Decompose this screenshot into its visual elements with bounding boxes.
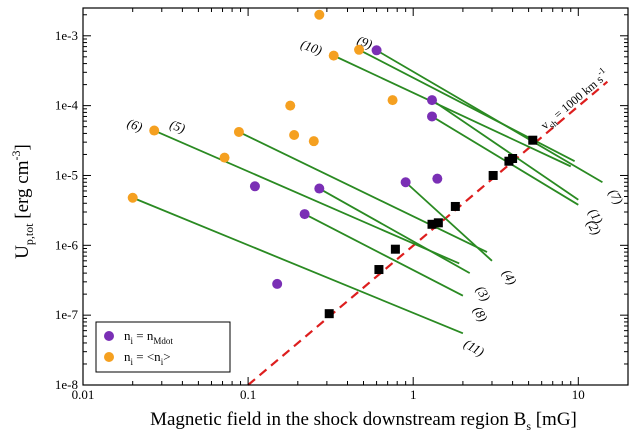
x-axis-title-sub: s <box>526 419 531 433</box>
y-tick-label: 1e-3 <box>55 28 78 43</box>
legend-text-rest: = n <box>133 328 154 343</box>
series-line-5 <box>238 131 488 253</box>
legend-box <box>95 321 231 373</box>
square-point-5 <box>450 201 460 211</box>
purple-point-2 <box>427 111 438 122</box>
legend-label-1: ni = nMdot <box>124 328 173 346</box>
series-line-11 <box>132 196 464 335</box>
y-tick-label: 1e-5 <box>55 167 78 182</box>
purple-point-4 <box>400 177 411 188</box>
purple-point-7 <box>371 45 382 56</box>
legend-text-sub2: i <box>161 357 164 367</box>
legend-text-sub2: Mdot <box>153 336 173 346</box>
orange-point-9 <box>354 44 365 55</box>
y-axis-title-main: U <box>12 245 33 259</box>
orange-point-6 <box>149 125 160 136</box>
square-point-4 <box>433 218 443 228</box>
purple-point-8 <box>299 209 310 220</box>
square-point-2 <box>488 170 498 180</box>
series-line-10 <box>333 54 572 168</box>
purple-point-1 <box>427 95 438 106</box>
y-axis-title-close: ] <box>12 144 33 150</box>
legend-text-rest: = <n <box>133 349 161 364</box>
purple-point-5 <box>432 173 443 184</box>
legend-text-sub: i <box>131 357 134 367</box>
series-label-7: (7) <box>606 186 627 207</box>
series-layer: (1)(2)(3)(4)(5)(6)(7)(8)(9)(10)(11) <box>125 9 627 359</box>
legend-text-n: n <box>124 328 131 343</box>
legend-text-n: n <box>124 349 131 364</box>
reference-line <box>247 80 609 386</box>
purple-point-6 <box>249 181 260 192</box>
legend-text-close: > <box>163 349 170 364</box>
square-point-6 <box>374 265 384 275</box>
series-label-3: (3) <box>473 283 494 304</box>
orange-point-1 <box>387 95 398 106</box>
legend-text-sub: i <box>131 336 134 346</box>
square-point-8 <box>427 219 437 229</box>
y-tick-label: 1e-6 <box>55 237 79 252</box>
orange-point-11 <box>127 192 138 203</box>
orange-point-10 <box>328 50 339 61</box>
series-line-8 <box>304 213 464 297</box>
orange-point-8 <box>219 152 230 163</box>
orange-point-2 <box>285 100 296 111</box>
square-point-11 <box>324 309 334 319</box>
series-label-10: (10) <box>299 36 324 58</box>
x-tick-label: 1 <box>410 387 417 402</box>
y-tick-label: 1e-8 <box>55 377 78 392</box>
series-line-1 <box>431 99 579 201</box>
series-label-1: (1) <box>586 206 607 227</box>
y-axis-title-sup: -3 <box>9 150 23 160</box>
y-axis-title-unit: [erg cm <box>12 160 33 223</box>
series-label-8: (8) <box>470 304 491 325</box>
x-axis-title-unit: [mG] <box>531 409 577 430</box>
axes-layer: 0.01 0.1 1 10 1e-8 1e-7 1e-6 1e-5 1e-4 1e-3 Magnet… <box>9 7 629 433</box>
purple-point-11 <box>272 278 283 289</box>
y-axis-title-sub: p,tot <box>22 223 36 245</box>
legend-marker-1 <box>104 331 114 341</box>
square-point-9 <box>508 154 518 164</box>
legend-label-2: ni = <ni> <box>124 349 171 367</box>
series-label-2: (2) <box>584 217 605 238</box>
legend-marker-2 <box>104 352 114 362</box>
orange-point-7 <box>314 9 325 20</box>
x-axis-title-main: Magnetic field in the shock downstream r… <box>150 409 526 430</box>
square-point-3 <box>390 244 400 254</box>
series-line-6 <box>153 129 460 265</box>
y-tick-label: 1e-7 <box>55 307 79 322</box>
x-tick-label: 0.01 <box>72 387 95 402</box>
series-label-6: (6) <box>125 115 144 134</box>
orange-point-5 <box>233 126 244 137</box>
series-line-3 <box>318 187 471 274</box>
series-line-9 <box>358 49 576 163</box>
orange-point-3 <box>289 129 300 140</box>
orange-point-4 <box>308 136 319 147</box>
y-tick-label: 1e-4 <box>55 98 79 113</box>
y-axis-title: Up,tot [erg cm-3] <box>9 144 36 259</box>
square-point-7 <box>528 135 538 145</box>
x-axis-title: Magnetic field in the shock downstream r… <box>150 409 577 433</box>
series-label-4: (4) <box>499 267 520 288</box>
x-tick-label: 0.1 <box>240 387 256 402</box>
series-label-5: (5) <box>168 117 187 136</box>
purple-point-3 <box>314 183 325 194</box>
x-tick-label: 10 <box>572 387 585 402</box>
